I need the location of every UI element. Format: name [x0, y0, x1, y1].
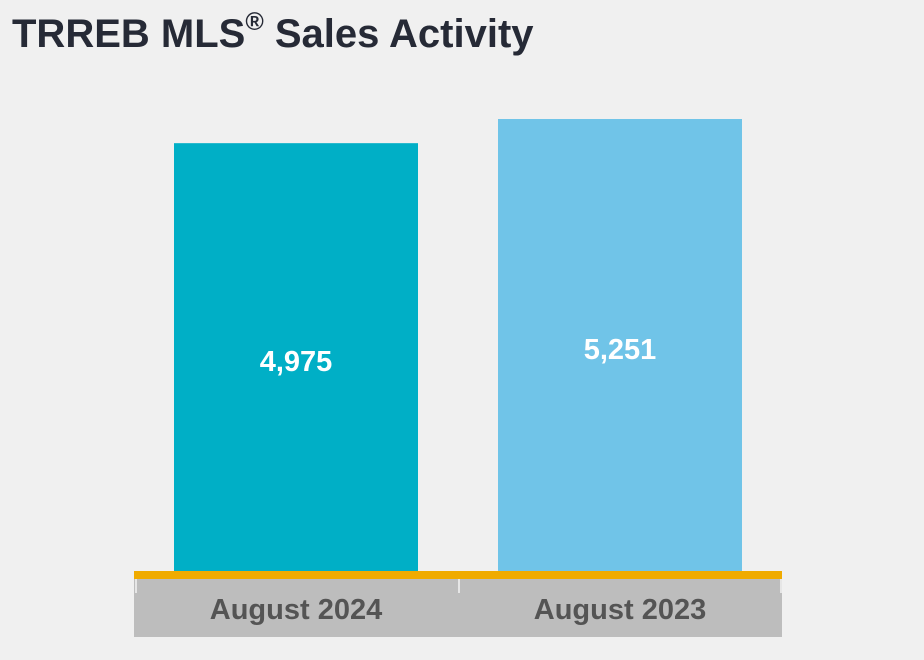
category-labels-group: August 2024 August 2023	[210, 594, 706, 626]
category-label: August 2023	[534, 594, 706, 626]
axis-tick	[135, 579, 137, 593]
value-label: 5,251	[584, 334, 657, 366]
bar-august-2023	[498, 119, 742, 579]
bars-group	[174, 119, 742, 579]
bar-august-2024	[174, 143, 418, 579]
category-axis-line	[134, 571, 782, 579]
axis-tick	[780, 579, 782, 593]
chart-title: TRREB MLS® Sales Activity	[12, 8, 534, 57]
chart-title-main: TRREB MLS	[12, 12, 246, 56]
category-label: August 2024	[210, 594, 382, 626]
registered-trademark-mark: ®	[245, 8, 264, 36]
value-label: 4,975	[260, 346, 333, 378]
axis-ticks-group	[135, 579, 782, 593]
chart-title-suffix: Sales Activity	[263, 12, 534, 56]
axis-tick	[458, 579, 460, 593]
value-labels-group: 4,975 5,251	[260, 334, 657, 378]
